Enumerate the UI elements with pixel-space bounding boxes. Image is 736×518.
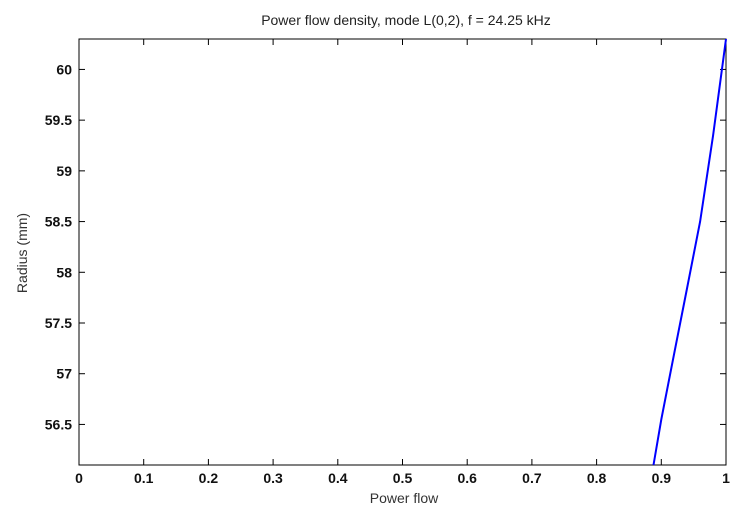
x-tick-label: 0.6 [457,470,477,486]
y-tick-label: 57.5 [45,315,72,331]
y-tick-label: 59.5 [45,112,72,128]
y-axis-label: Radius (mm) [14,213,30,293]
series-line [652,38,727,466]
x-axis: 0 0.1 0.2 0.3 0.4 0.5 0.6 0.7 0.8 0.9 1 [75,39,730,486]
x-tick-label: 0.5 [393,470,413,486]
x-tick-label: 0.9 [652,470,672,486]
y-tick-label: 57 [56,366,72,382]
x-tick-label: 1 [722,470,730,486]
x-tick-label: 0.8 [587,470,607,486]
y-tick-label: 60 [56,61,72,77]
y-axis: 56.5 57 57.5 58 58.5 59 59.5 60 [45,61,726,432]
series-layer [652,38,727,466]
x-tick-label: 0.1 [134,470,154,486]
chart-title: Power flow density, mode L(0,2), f = 24.… [261,12,551,28]
y-tick-label: 59 [56,163,72,179]
x-tick-label: 0.4 [328,470,348,486]
plot-area [78,38,727,466]
x-tick-label: 0.7 [522,470,542,486]
x-tick-label: 0 [75,470,83,486]
plot-frame [78,38,727,466]
x-axis-label: Power flow [370,490,439,506]
x-tick-label: 0.3 [263,470,283,486]
y-tick-label: 58 [56,264,72,280]
x-tick-label: 0.2 [199,470,219,486]
y-tick-label: 58.5 [45,214,72,230]
y-tick-label: 56.5 [45,416,72,432]
